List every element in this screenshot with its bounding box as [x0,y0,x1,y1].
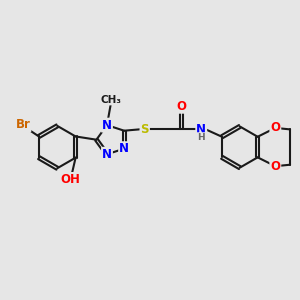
Text: Br: Br [16,118,30,131]
Text: N: N [196,123,206,136]
Text: N: N [102,118,112,132]
Text: CH₃: CH₃ [100,94,122,104]
Text: OH: OH [60,173,80,186]
Text: O: O [176,100,186,113]
Text: H: H [197,133,205,142]
Text: O: O [270,160,280,173]
Text: O: O [270,122,280,134]
Text: N: N [119,142,129,155]
Text: N: N [102,148,112,161]
Text: S: S [140,123,149,136]
